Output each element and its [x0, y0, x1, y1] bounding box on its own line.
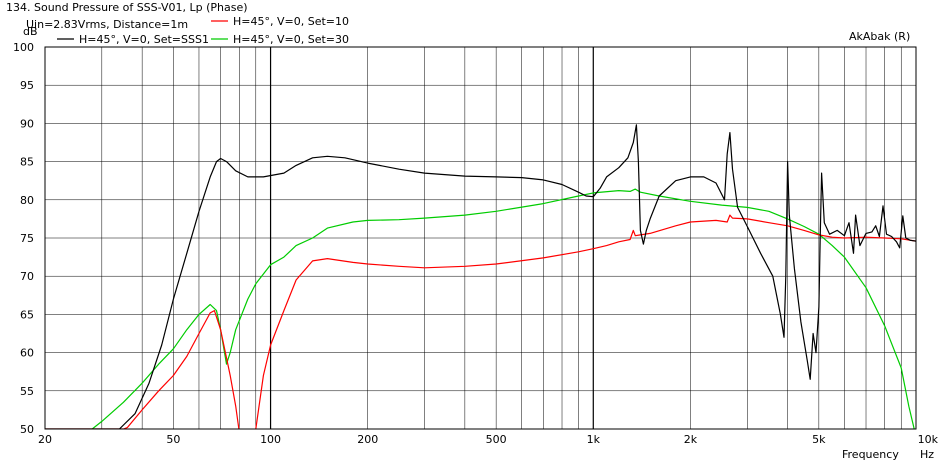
y-tick-label: 50 — [20, 423, 34, 436]
chart-grid — [45, 47, 916, 429]
y-tick-label: 75 — [20, 232, 34, 245]
watermark-label: AkAbak (R) — [849, 30, 910, 43]
x-tick-label: 5k — [812, 433, 826, 446]
x-tick-label: 1k — [587, 433, 601, 446]
legend-entry: H=45°, V=0, Set=30 — [233, 33, 349, 46]
y-tick-label: 100 — [13, 41, 34, 54]
x-tick-label: 100 — [260, 433, 281, 446]
x-axis-unit-label: Hz — [920, 448, 934, 461]
series-line-3 — [90, 188, 915, 429]
y-axis-unit-label: dB — [23, 25, 38, 38]
y-tick-label: 90 — [20, 117, 34, 130]
x-tick-label: 20 — [38, 433, 52, 446]
y-tick-label: 60 — [20, 347, 34, 360]
chart-title: 134. Sound Pressure of SSS-V01, Lp (Phas… — [6, 1, 248, 14]
series-line-2 — [45, 214, 916, 429]
legend-entry: H=45°, V=0, Set=10 — [233, 15, 349, 28]
plot-series — [45, 124, 916, 429]
x-tick-label: 50 — [166, 433, 180, 446]
x-tick-label: 200 — [357, 433, 378, 446]
x-tick-label: 2k — [684, 433, 698, 446]
series-line-1 — [45, 124, 916, 429]
y-tick-label: 55 — [20, 385, 34, 398]
x-tick-label: 10k — [918, 433, 939, 446]
y-tick-label: 85 — [20, 156, 34, 169]
y-tick-label: 80 — [20, 194, 34, 207]
x-tick-label: 500 — [486, 433, 507, 446]
plot-border — [44, 46, 917, 430]
x-axis-label: Frequency — [842, 448, 899, 461]
y-tick-label: 95 — [20, 79, 34, 92]
legend-entry: H=45°, V=0, Set=SSS1 — [79, 33, 209, 46]
chart-subtitle: Uin=2.83Vrms, Distance=1m — [26, 18, 188, 31]
y-tick-label: 70 — [20, 270, 34, 283]
y-tick-label: 65 — [20, 308, 34, 321]
legend: H=45°, V=0, Set=SSS1 H=45°, V=0, Set=10 H=… — [57, 15, 349, 46]
x-axis-ticks: 20 50 100 200 500 1k 2k 5k 10k — [38, 433, 939, 446]
y-axis-ticks: 100 95 90 85 80 75 70 65 60 55 50 — [13, 41, 34, 436]
